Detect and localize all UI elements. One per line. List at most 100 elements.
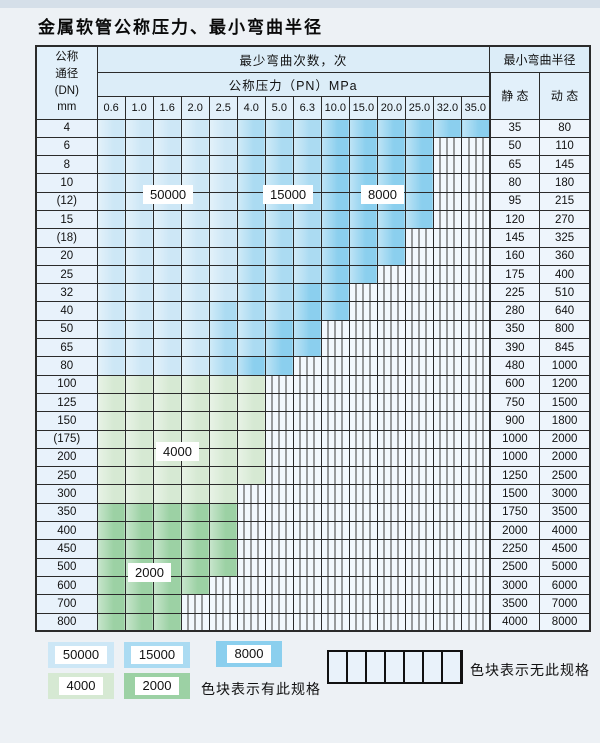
static-radius-cell: 1250 (488, 466, 541, 486)
spec-cell (124, 301, 154, 321)
spec-cell (264, 246, 294, 266)
no-spec-cell (432, 466, 463, 486)
spec-cell (292, 283, 322, 303)
spec-cell (152, 209, 182, 230)
spec-cell (320, 301, 350, 321)
dynamic-radius-cell: 325 (539, 228, 591, 248)
spec-cell (208, 539, 238, 559)
spec-cell (124, 429, 154, 449)
spec-cell (404, 209, 434, 230)
no-spec-cell (432, 374, 463, 394)
spec-cell (208, 447, 238, 468)
static-radius-cell: 750 (488, 392, 541, 413)
spec-cell (208, 228, 238, 248)
table-row: (18) 145 325 (35, 228, 591, 248)
no-spec-cell (460, 411, 491, 431)
dn-cell: 500 (35, 557, 98, 577)
table-row: 65 390 845 (35, 338, 591, 358)
no-spec-cell (264, 612, 294, 632)
spec-cell (292, 155, 322, 175)
no-spec-cell (404, 338, 434, 358)
legend-swatch-value: 15000 (130, 646, 184, 664)
pressure-value-header: 4.0 (236, 95, 266, 120)
spec-cell (208, 155, 238, 175)
no-spec-cell (432, 319, 463, 340)
no-spec-cell (348, 319, 378, 340)
spec-cell (124, 246, 154, 266)
spec-cell (292, 319, 322, 340)
no-spec-cell (320, 338, 350, 358)
spec-cell (124, 502, 154, 523)
spec-cell (404, 173, 434, 193)
no-spec-cell (292, 502, 322, 523)
no-spec-cell (236, 484, 266, 504)
no-spec-cell (460, 136, 491, 157)
spec-cell (124, 521, 154, 541)
spec-cell (320, 283, 350, 303)
table-row: 400 2000 4000 (35, 521, 591, 541)
no-spec-cell (404, 319, 434, 340)
spec-cell (264, 356, 294, 376)
table-row: 6 50 110 (35, 136, 591, 157)
no-spec-cell (376, 429, 406, 449)
spec-cell (404, 136, 434, 157)
no-spec-cell (460, 466, 491, 486)
static-radius-cell: 4000 (488, 612, 541, 632)
spec-cell (264, 264, 294, 285)
legend-swatch-15000: 15000 (124, 642, 190, 668)
spec-cell (292, 338, 322, 358)
spec-cell (320, 173, 350, 193)
dynamic-radius-cell: 110 (539, 136, 591, 157)
no-spec-cell (376, 301, 406, 321)
spec-cell (152, 502, 182, 523)
no-spec-cell (432, 209, 463, 230)
no-spec-cell (348, 356, 378, 376)
spec-cell (376, 209, 406, 230)
spec-cell (376, 118, 406, 138)
no-spec-cell (404, 539, 434, 559)
no-spec-cell (432, 429, 463, 449)
no-spec-cell (460, 429, 491, 449)
spec-cell (236, 246, 266, 266)
spec-cell (96, 502, 126, 523)
table-row: 100 600 1200 (35, 374, 591, 394)
static-radius-cell: 1000 (488, 447, 541, 468)
dn-cell: 700 (35, 594, 98, 614)
spec-cell (404, 118, 434, 138)
pressure-value-header: 1.6 (152, 95, 182, 120)
dn-cell: 6 (35, 136, 98, 157)
static-radius-cell: 95 (488, 191, 541, 211)
static-radius-cell: 175 (488, 264, 541, 285)
dynamic-radius-cell: 6000 (539, 575, 591, 596)
dn-cell: 350 (35, 502, 98, 523)
no-spec-cell (376, 356, 406, 376)
spec-cell (180, 502, 210, 523)
no-spec-cell (432, 173, 463, 193)
no-spec-cell (460, 392, 491, 413)
no-spec-cell (292, 594, 322, 614)
spec-cell (264, 136, 294, 157)
no-spec-cell (432, 612, 463, 632)
table-row: 600 3000 6000 (35, 575, 591, 596)
no-spec-cell (292, 612, 322, 632)
legend-swatch-8000: 8000 (216, 641, 282, 667)
no-spec-cell (348, 301, 378, 321)
spec-cell (180, 301, 210, 321)
dynamic-radius-cell: 1000 (539, 356, 591, 376)
no-spec-cell (432, 502, 463, 523)
no-spec-cell (292, 356, 322, 376)
static-radius-cell: 1750 (488, 502, 541, 523)
legend-swatch-value: 4000 (58, 677, 104, 695)
no-spec-cell (432, 447, 463, 468)
no-spec-cell (180, 612, 210, 632)
spec-cell (208, 191, 238, 211)
no-spec-cell (404, 228, 434, 248)
spec-cell (320, 228, 350, 248)
spec-cell (124, 228, 154, 248)
spec-table: 公称 通径 (DN) mm 最少弯曲次数，次 最小弯曲半径 公称压力（PN）MP… (35, 45, 591, 633)
spec-cell (96, 521, 126, 541)
spec-cell (236, 136, 266, 157)
spec-cell (236, 392, 266, 413)
dynamic-radius-cell: 510 (539, 283, 591, 303)
spec-cell (264, 228, 294, 248)
